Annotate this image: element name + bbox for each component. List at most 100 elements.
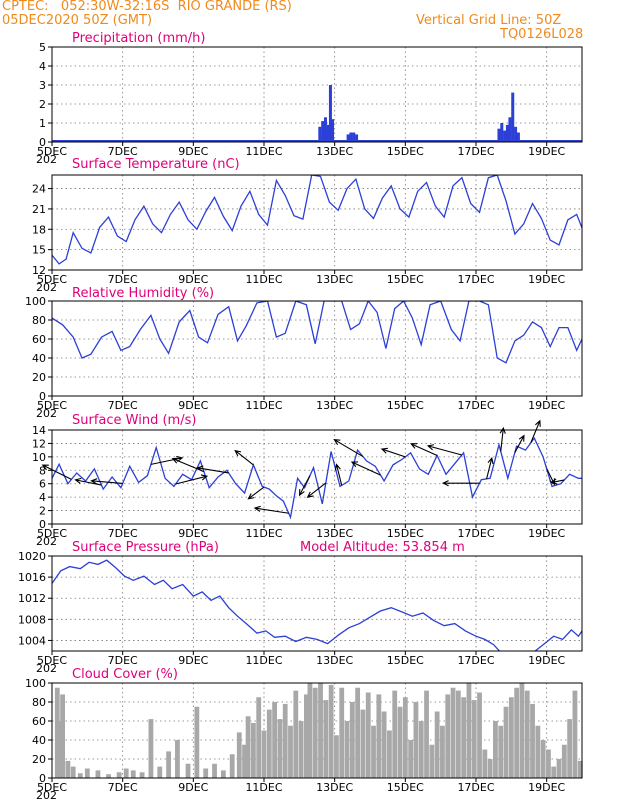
cloud-bar [318, 683, 323, 778]
wind-xtick-label: 13DEC [316, 527, 353, 540]
precip-ytick-label: 0 [39, 136, 46, 149]
cloud-ytick-label: 40 [32, 734, 46, 747]
cloud-bar [282, 703, 288, 778]
wind-ytick-label: 2 [39, 505, 46, 518]
cloud-bar [455, 690, 461, 778]
cloud-bar [261, 730, 267, 778]
wind-vector-arrow [247, 486, 265, 500]
temp-ytick-label: 24 [32, 183, 46, 196]
cloud-bar [95, 770, 101, 778]
precip-bar [321, 121, 325, 142]
precip-ytick-label: 4 [39, 60, 46, 73]
cloud-bar [116, 772, 122, 778]
wind-vector-arrow [150, 455, 184, 465]
cloud-bar [567, 719, 573, 778]
precip-bar [500, 123, 504, 142]
cloud-bar [392, 690, 398, 778]
cloud-bar [402, 697, 408, 778]
cloud-bar [312, 687, 318, 778]
wind-xtick-label: 9DEC [178, 527, 208, 540]
pressure-title: Surface Pressure (hPa) [72, 540, 219, 555]
cloud-xtick-label: 7DEC [108, 781, 138, 794]
cloud-bar [148, 719, 154, 778]
cloud-bar [256, 697, 262, 778]
cloud-bar [540, 740, 546, 778]
rh-series-line [52, 301, 582, 364]
wind-ytick-label: 4 [39, 491, 46, 504]
rh-xtick-label: 13DEC [316, 399, 353, 412]
precip-ytick-label: 5 [39, 41, 46, 54]
pressure-xtick-label: 11DEC [245, 654, 282, 667]
rh-xtick-label: 15DEC [387, 399, 424, 412]
cloud-bar [376, 694, 382, 778]
cloud-bar [561, 744, 567, 778]
wind-vector-arrow [41, 464, 72, 480]
cloud-bar [450, 687, 456, 778]
cloud-bar [344, 721, 350, 778]
cloud-bar [236, 732, 242, 778]
wind-vector-arrow [74, 477, 102, 486]
temp-ytick-label: 12 [32, 264, 46, 277]
rh-frame [51, 300, 583, 397]
cloud-bar [413, 702, 419, 778]
precip-bar [497, 128, 501, 142]
header-model-id: TQ0126L028 [500, 27, 584, 42]
cloud-bar [304, 694, 309, 778]
cloud-bar [328, 684, 334, 778]
cloud-bar [220, 770, 226, 778]
cloud-bar [355, 687, 361, 778]
cloud-bar [272, 702, 277, 778]
cloud-bar [139, 772, 145, 778]
pressure-ytick-label: 1016 [18, 571, 46, 584]
precip-bar [516, 132, 520, 142]
cloud-bar [334, 735, 339, 778]
rh-title: Relative Humidity (%) [72, 286, 214, 301]
precip-xtick-label: 15DEC [387, 145, 424, 158]
cloud-bar [461, 697, 467, 778]
precip-bar [331, 119, 335, 142]
wind-ytick-label: 8 [39, 464, 46, 477]
cloud-bar [424, 690, 429, 778]
wind-xtick-label: 11DEC [245, 527, 282, 540]
cloud-bar [106, 774, 111, 778]
wind-xtick-label: 5DEC [37, 527, 67, 540]
pressure-xtick-label: 15DEC [387, 654, 424, 667]
wind-vector-arrow [426, 444, 463, 456]
precip-xtick-label: 13DEC [316, 145, 353, 158]
cloud-bar [293, 690, 299, 778]
precip-frame [51, 46, 583, 143]
pressure-xtick-label: 5DEC [37, 654, 67, 667]
cloud-bar [530, 703, 535, 778]
wind-title: Surface Wind (m/s) [72, 413, 196, 428]
cloud-bar [157, 766, 163, 778]
cloud-title: Cloud Cover (%) [72, 667, 178, 682]
wind-xtick-label: 7DEC [108, 527, 138, 540]
wind-series-line [52, 436, 582, 520]
precip-ytick-label: 1 [39, 117, 46, 130]
temp-xtick-label: 19DEC [528, 273, 565, 286]
pressure-xtick-label: 17DEC [457, 654, 494, 667]
cloud-bar [445, 694, 451, 778]
cloud-bar [387, 730, 392, 778]
cloud-bar [493, 721, 498, 778]
cloud-bar [556, 759, 562, 778]
pressure-model-altitude: Model Altitude: 53.854 m [300, 540, 465, 555]
rh-ytick-label: 80 [32, 314, 46, 327]
precip-year-stub: 202 [36, 153, 57, 166]
rh-ytick-label: 40 [32, 352, 46, 365]
precip-bar [328, 85, 332, 142]
cloud-xtick-label: 9DEC [178, 781, 208, 794]
precip-bar [326, 124, 330, 142]
wind-vector-arrow [90, 478, 123, 485]
temp-xtick-label: 17DEC [457, 273, 494, 286]
cloud-bar [381, 711, 387, 778]
temp-xtick-label: 15DEC [387, 273, 424, 286]
precip-xtick-label: 11DEC [245, 145, 282, 158]
wind-vector-arrow [196, 465, 229, 474]
pressure-xtick-label: 19DEC [528, 654, 565, 667]
cloud-bar [408, 740, 414, 778]
cloud-bar [360, 709, 366, 778]
pressure-xtick-label: 13DEC [316, 654, 353, 667]
cloud-bar [84, 768, 90, 778]
